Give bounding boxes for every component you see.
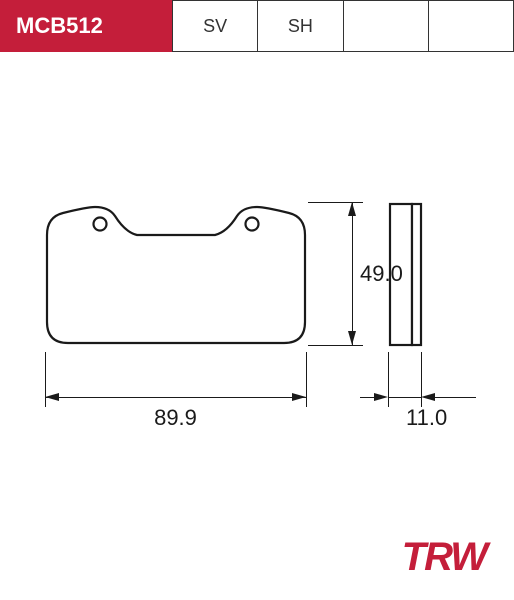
extension-line (308, 345, 363, 346)
dim-line (45, 397, 306, 398)
brake-pad-front-view (45, 202, 307, 352)
logo-text: TRW (402, 535, 486, 579)
brand-logo: TRW (402, 535, 486, 580)
variant-cell-0: SV (172, 0, 258, 52)
dim-tail (435, 397, 476, 398)
arrow-down-icon (348, 331, 356, 345)
dim-tail (360, 397, 374, 398)
part-number-cell: MCB512 (0, 0, 172, 52)
header-row: MCB512 SV SH (0, 0, 514, 52)
width-value: 89.9 (45, 405, 306, 431)
arrow-left-icon (45, 393, 59, 401)
extension-line (388, 352, 389, 407)
arrow-right-icon (292, 393, 306, 401)
variant-cell-2 (344, 0, 429, 52)
extension-line (306, 352, 307, 407)
dimension-thickness: 11.0 (388, 397, 421, 398)
dim-line (388, 397, 421, 398)
variant-cell-3 (429, 0, 514, 52)
dimension-width: 89.9 (45, 397, 306, 398)
variant-cell-1: SH (258, 0, 343, 52)
dimension-height: 49.0 (352, 202, 353, 345)
arrow-right-icon (421, 393, 435, 401)
variant-cells: SV SH (172, 0, 514, 52)
arrow-left-icon (374, 393, 388, 401)
dim-line (352, 202, 353, 345)
height-value: 49.0 (360, 202, 403, 345)
thickness-value: 11.0 (406, 405, 447, 431)
diagram-area: 89.9 49.0 11.0 TRW (0, 52, 514, 600)
diagram-container: MCB512 SV SH (0, 0, 514, 600)
arrow-up-icon (348, 202, 356, 216)
